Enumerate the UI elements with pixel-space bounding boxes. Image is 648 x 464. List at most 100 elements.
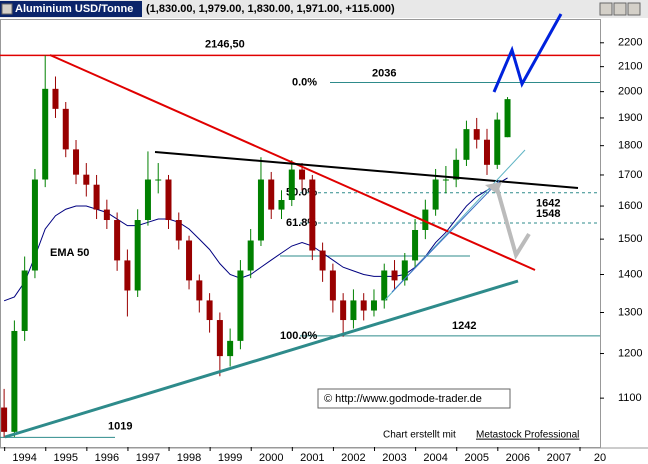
candle-body <box>350 300 357 321</box>
candle-body <box>257 179 264 241</box>
chart-title: Aluminium USD/Tonne <box>15 3 133 15</box>
candle-body <box>124 260 131 291</box>
credit: © http://www.godmode-trader.de <box>324 393 482 405</box>
candle-body <box>206 300 213 321</box>
candle-body <box>52 88 59 109</box>
pullback-arrow <box>495 187 531 260</box>
candle-body <box>288 169 295 200</box>
candle-body <box>412 229 419 261</box>
x-tick-label: 2005 <box>464 452 488 464</box>
x-tick-label: 2003 <box>382 452 406 464</box>
y-tick-label: 1600 <box>618 200 642 212</box>
plot: 1100 1200 1300 1400 1500 1600 1700 1800 1900 2000… <box>0 37 642 464</box>
candle-body <box>319 250 326 271</box>
y-tick-label: 2000 <box>618 86 642 98</box>
candle-body <box>114 220 121 261</box>
candle-body <box>401 260 408 281</box>
close-button[interactable] <box>627 2 641 16</box>
candle-body <box>463 129 470 160</box>
candle-body <box>391 270 398 281</box>
y-tick-label: 1400 <box>618 268 642 280</box>
candle-body <box>422 209 429 230</box>
resistance-trendline <box>49 54 536 271</box>
candle-body <box>329 270 336 301</box>
candle-body <box>453 159 460 180</box>
y-tick-label: 1800 <box>618 140 642 152</box>
y-tick-label: 2200 <box>618 37 642 49</box>
pullback-arrowhead <box>485 182 502 194</box>
candle-body <box>299 169 306 180</box>
x-tick-label: 20 <box>594 452 606 464</box>
y-tick-label: 1100 <box>618 392 642 404</box>
fib-label: 0.0% <box>292 76 317 88</box>
candle-body <box>11 330 18 432</box>
ema-label: EMA 50 <box>50 247 89 259</box>
x-tick-label: 1995 <box>54 452 78 464</box>
candle-body <box>442 179 449 181</box>
maximize-button[interactable] <box>613 2 627 16</box>
title-bar <box>0 0 648 18</box>
candle-body <box>473 129 480 140</box>
candle-body <box>278 199 285 210</box>
x-tick-label: 1996 <box>95 452 119 464</box>
candle-body <box>62 108 69 150</box>
candle-body <box>309 179 316 251</box>
y-tick-label: 1700 <box>618 169 642 181</box>
candle-body <box>186 240 193 281</box>
fib-price: 1242 <box>452 320 476 332</box>
x-tick-label: 2004 <box>423 452 447 464</box>
candle-body <box>216 320 223 357</box>
neckline <box>154 151 579 189</box>
x-tick-label: 2001 <box>300 452 324 464</box>
candle-body <box>247 240 254 271</box>
candle-body <box>175 220 182 241</box>
y-tick-label: 1300 <box>618 306 642 318</box>
candle-body <box>370 300 377 311</box>
y-tick-label: 1900 <box>618 112 642 124</box>
credit-box <box>317 388 511 409</box>
x-tick-label: 2002 <box>341 452 365 464</box>
x-tick-label: 1994 <box>12 452 36 464</box>
candle-body <box>103 209 110 221</box>
candle-body <box>1 407 8 432</box>
fib-label: 100.0% <box>280 330 318 342</box>
fib-price: 2036 <box>372 67 396 79</box>
fib-price: 1642 <box>536 198 560 210</box>
candle-body <box>42 88 49 180</box>
support-trendline <box>4 279 519 439</box>
candle-body <box>196 280 203 301</box>
candle-body <box>73 149 80 175</box>
candle-body <box>31 179 38 271</box>
window-icon[interactable] <box>1 3 13 15</box>
footer-link[interactable]: Metastock Professional <box>476 430 579 441</box>
candle-body <box>360 300 367 311</box>
x-tick-label: 1998 <box>177 452 201 464</box>
candle-body <box>227 340 234 357</box>
ohlc-readout: (1,830.00, 1,979.00, 1,830.00, 1,971.00,… <box>146 3 395 15</box>
candle-body <box>165 179 172 221</box>
x-tick-label: 2006 <box>506 452 530 464</box>
candle-body <box>93 184 100 210</box>
candle-body <box>381 270 388 301</box>
candle-body <box>268 179 275 210</box>
candle-body <box>432 179 439 210</box>
projection-arrow <box>492 13 563 93</box>
y-tick-label: 1200 <box>618 347 642 359</box>
candle-body <box>504 99 511 138</box>
y-tick-label: 2100 <box>618 61 642 73</box>
candle-body <box>483 139 490 165</box>
candle-body <box>144 179 151 221</box>
low-label: 1019 <box>108 420 132 432</box>
candle-body <box>237 270 244 341</box>
y-tick-label: 1500 <box>618 233 642 245</box>
x-tick-label: 2007 <box>547 452 571 464</box>
candle-body <box>155 179 162 181</box>
candle-body <box>83 174 90 185</box>
title-bg <box>0 1 142 17</box>
candle-body <box>340 300 347 321</box>
minimize-button[interactable] <box>599 2 613 16</box>
peak-label: 2146,50 <box>205 38 245 50</box>
x-tick-label: 2000 <box>259 452 283 464</box>
